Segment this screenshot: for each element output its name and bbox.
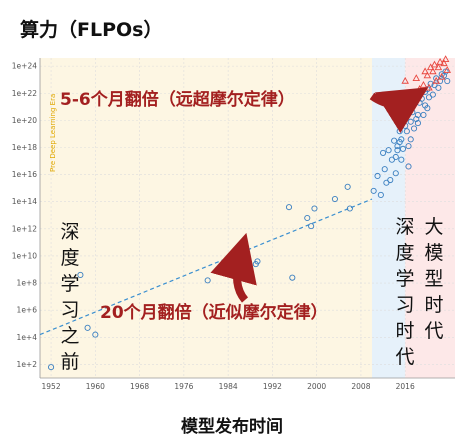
- data-point: [374, 172, 381, 180]
- data-point: [48, 364, 55, 371]
- data-point-triangle: [432, 76, 440, 84]
- x-tick-label: 1960: [86, 382, 105, 391]
- data-point: [285, 204, 293, 211]
- x-tick-label: 2008: [351, 382, 370, 391]
- data-point-triangle: [437, 72, 446, 80]
- y-tick-label: 1e+22: [12, 89, 37, 98]
- data-point: [391, 137, 398, 144]
- annotation-bottom: 20个月翻倍（近似摩尔定律）: [100, 302, 328, 323]
- data-point: [84, 324, 91, 331]
- data-point: [398, 136, 405, 143]
- y-tick-label: 1e+2: [17, 360, 38, 369]
- data-point: [304, 214, 311, 222]
- data-point: [405, 143, 412, 150]
- data-point: [308, 223, 315, 230]
- x-tick-label: 1952: [42, 382, 61, 391]
- vertical-label-middle: 代: [395, 346, 414, 368]
- vertical-label-left: 前: [60, 351, 79, 373]
- data-point-triangle: [443, 66, 452, 73]
- vertical-label-right: 模: [424, 242, 443, 264]
- data-point: [92, 331, 99, 338]
- y-tick-label: 1e+20: [12, 116, 37, 125]
- data-point: [394, 147, 401, 154]
- y-tick-label: 1e+18: [12, 143, 37, 152]
- data-point-triangle: [429, 67, 437, 75]
- annotation-bottom-arrow: [210, 232, 257, 303]
- data-point: [380, 149, 387, 156]
- annotation-top: 5-6个月翻倍（远超摩尔定律）: [60, 89, 295, 110]
- grid-lines: [39, 58, 455, 379]
- data-point: [399, 145, 407, 152]
- data-point: [77, 271, 84, 278]
- vertical-label-right: 大: [424, 216, 443, 238]
- data-point: [387, 176, 394, 184]
- y-tick-label: 1e+6: [17, 306, 38, 315]
- data-point-triangle: [436, 57, 444, 65]
- data-point: [444, 78, 451, 85]
- data-point: [311, 205, 318, 212]
- data-point-triangle: [421, 67, 429, 75]
- data-point: [377, 191, 384, 198]
- x-axis-title: 模型发布时间: [181, 416, 283, 437]
- x-axis-ticks: 1952 1960 1968 1976 1984 1992 2000 2008 2016: [42, 382, 415, 391]
- data-point: [331, 195, 338, 203]
- vertical-label-middle: 习: [395, 294, 414, 316]
- vertical-label-left: 学: [60, 273, 79, 295]
- annotation-top-arrow: [369, 87, 429, 134]
- data-point-triangle: [423, 71, 432, 79]
- y-tick-label: 1e+4: [17, 333, 38, 342]
- x-tick-label: 1976: [174, 382, 193, 391]
- data-point: [381, 166, 388, 173]
- x-tick-label: 1984: [219, 382, 238, 391]
- data-point: [385, 147, 392, 154]
- y-tick-label: 1e+14: [12, 197, 37, 206]
- data-point: [289, 274, 296, 281]
- data-point: [429, 91, 436, 98]
- data-point: [427, 80, 434, 87]
- data-point-triangle: [401, 76, 409, 84]
- data-point: [204, 277, 211, 284]
- vertical-label-middle: 学: [395, 268, 414, 290]
- y-tick-label: 1e+24: [12, 62, 37, 71]
- data-point: [344, 183, 351, 190]
- data-point-triangle: [440, 59, 448, 67]
- vertical-label-left: 之: [60, 325, 79, 347]
- chart-title: 算力（FLPOs）: [20, 18, 162, 41]
- vertical-label-right: 时: [424, 294, 443, 316]
- vertical-label-middle: 深: [395, 216, 414, 238]
- vertical-label-right: 代: [424, 320, 443, 342]
- data-point-triangle: [434, 63, 443, 71]
- vertical-label-right: 型: [424, 268, 443, 290]
- data-point-triangle: [412, 74, 421, 81]
- y-tick-label: 1e+12: [12, 224, 37, 233]
- vertical-label-middle: 度: [395, 242, 414, 264]
- data-point: [405, 163, 412, 170]
- y-tick-label: 1e+10: [12, 251, 37, 260]
- vertical-label-left: 深: [60, 221, 79, 243]
- vertical-label-left: 度: [60, 247, 79, 269]
- x-tick-label: 2000: [307, 382, 326, 391]
- data-point: [370, 187, 377, 194]
- data-point: [392, 170, 399, 177]
- x-tick-label: 2016: [396, 382, 415, 391]
- x-tick-label: 1992: [263, 382, 282, 391]
- data-point: [392, 153, 399, 161]
- trend-line: [39, 198, 373, 336]
- y-tick-label: 1e+16: [12, 170, 37, 179]
- y-tick-label: 1e+8: [17, 279, 38, 288]
- y-axis-ticks: 1e+2 1e+4 1e+6 1e+8 1e+10 1e+12 1e+14 1e+16 1e+1…: [12, 62, 37, 369]
- era-label-pre-deep-learning: Pre Deep Learning Era: [49, 94, 57, 172]
- data-point: [398, 156, 405, 163]
- data-point-triangle: [430, 60, 439, 68]
- data-point: [407, 136, 414, 143]
- data-point: [346, 205, 353, 212]
- vertical-label-middle: 时: [395, 320, 414, 342]
- data-point: [435, 84, 442, 91]
- data-point: [442, 68, 449, 75]
- x-tick-label: 1968: [130, 382, 149, 391]
- vertical-label-left: 习: [60, 299, 79, 321]
- data-point-triangle: [441, 55, 450, 63]
